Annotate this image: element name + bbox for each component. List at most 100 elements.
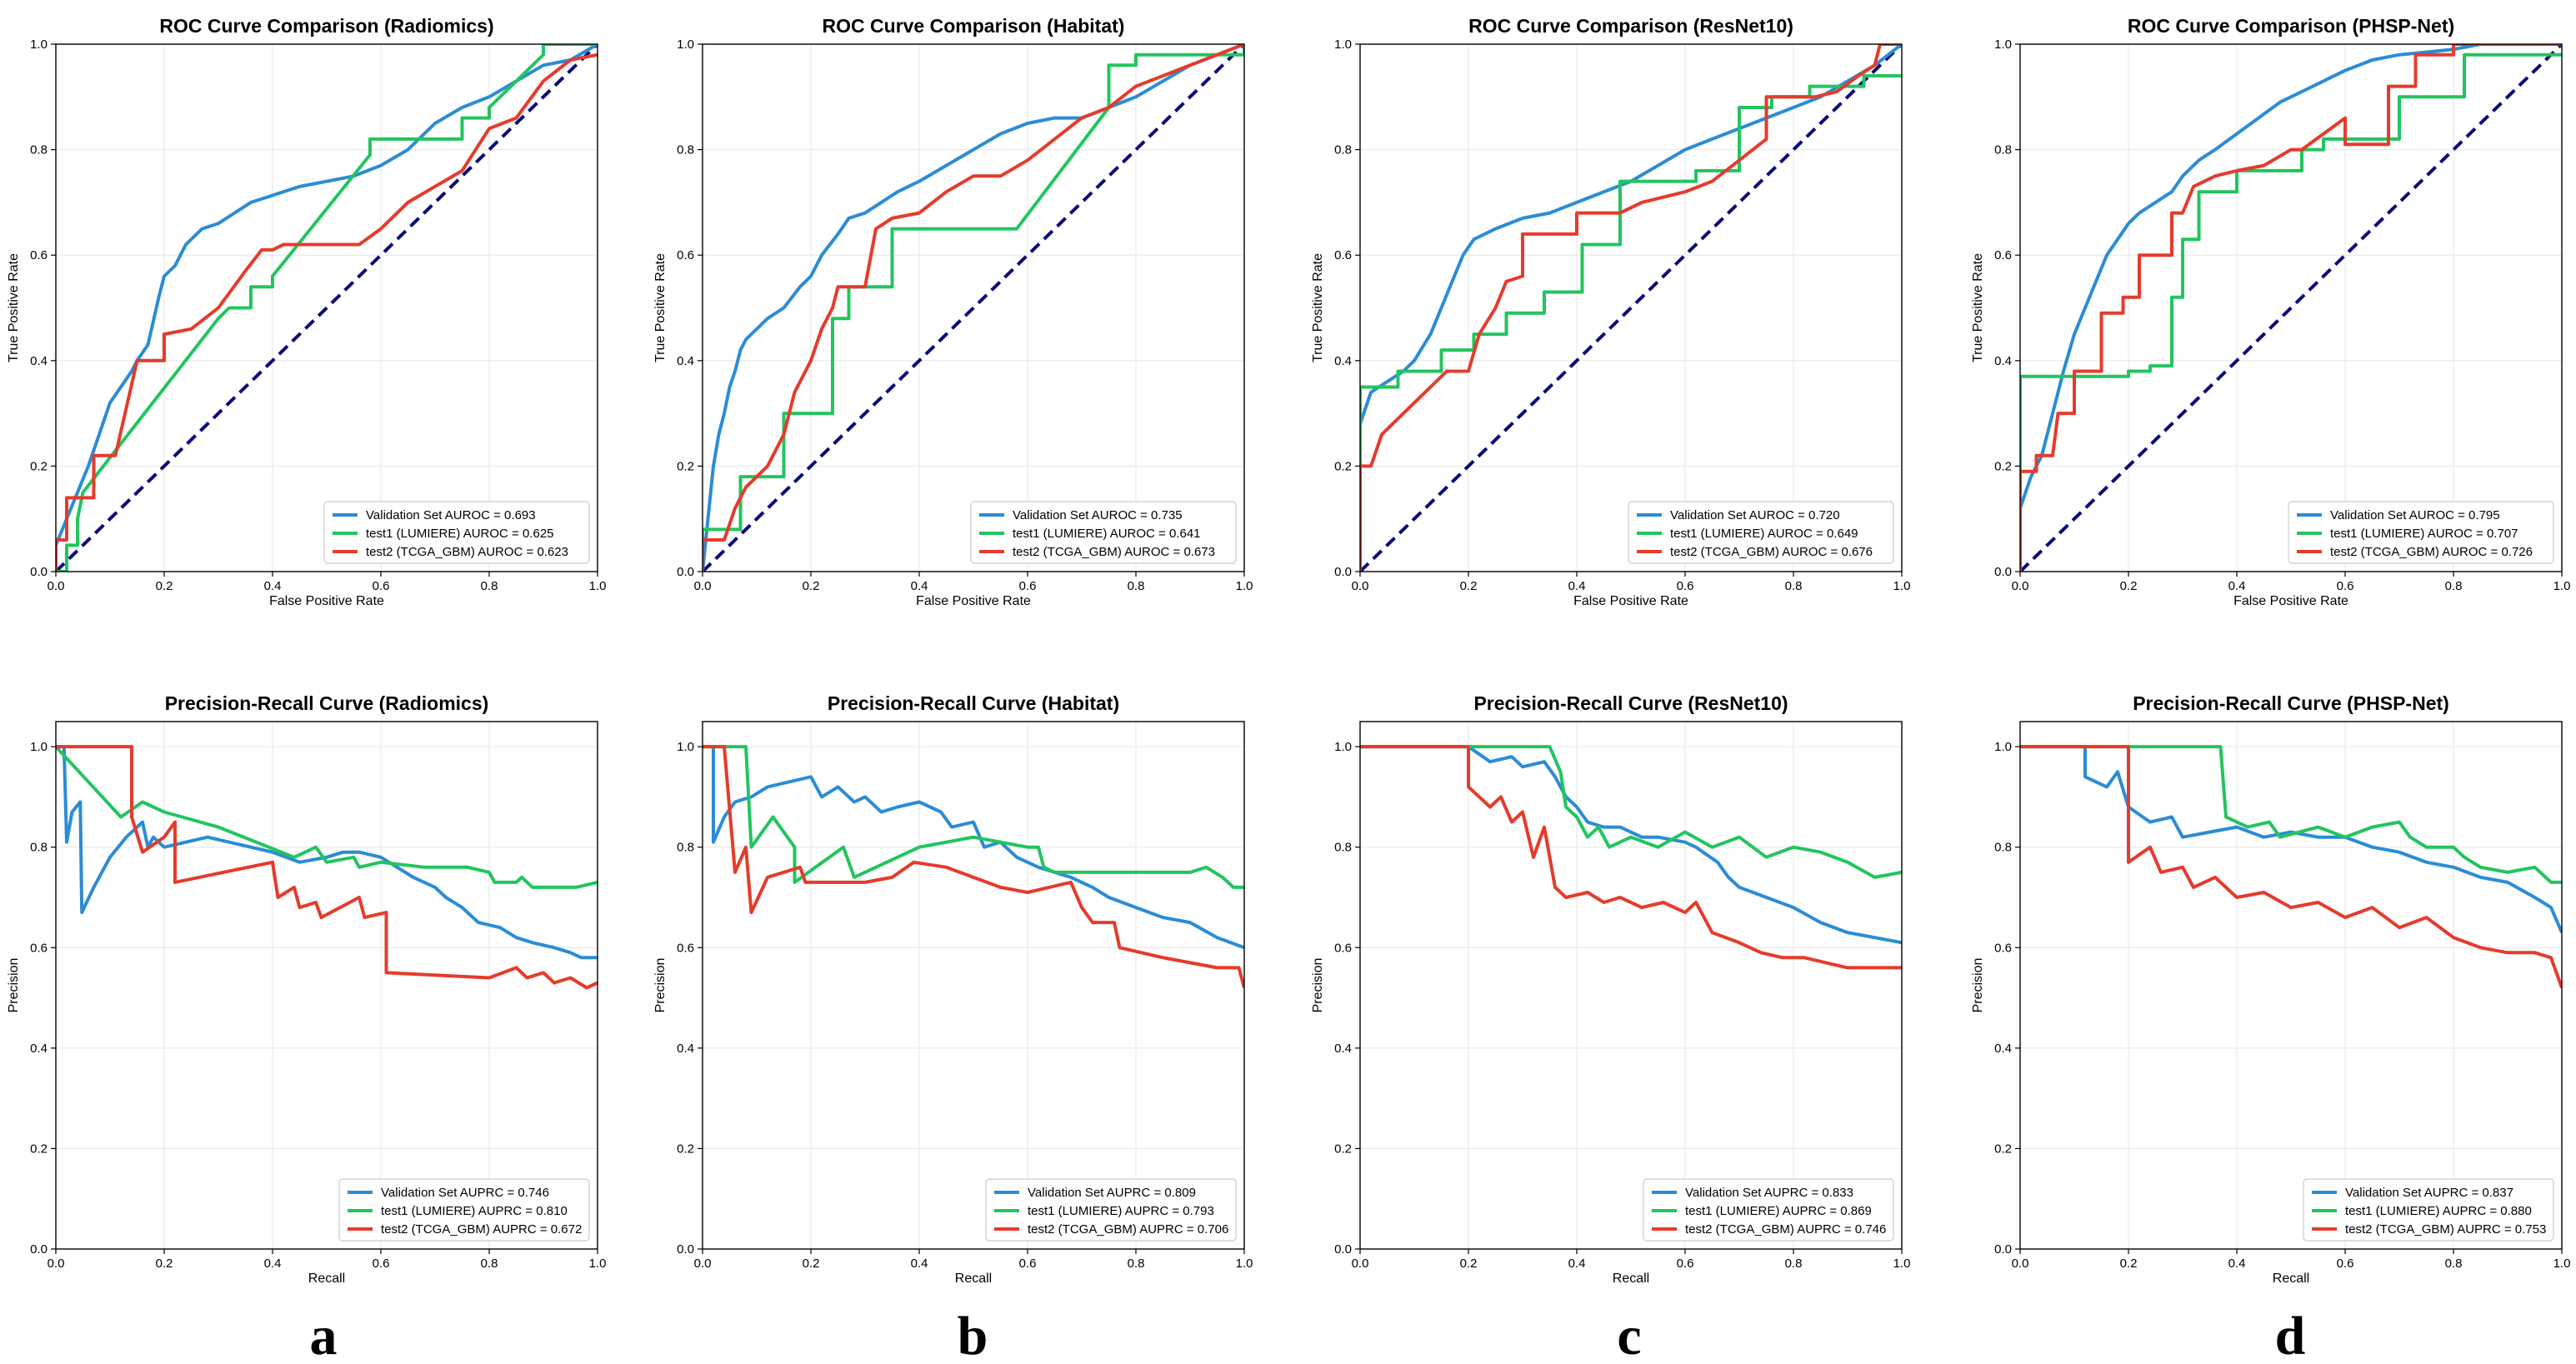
y-tick-label: 0.8	[1334, 143, 1352, 157]
chance-diagonal-line	[703, 44, 1244, 572]
series-line-validation	[56, 745, 598, 960]
legend-box	[1628, 501, 1894, 564]
y-tick-label: 0.6	[30, 248, 48, 262]
y-tick-label: 1.0	[30, 740, 48, 754]
y-tick-label: 0.8	[1334, 841, 1352, 855]
legend-entry-validation: Validation Set AUROC = 0.735	[1013, 508, 1183, 522]
series-line-test2	[2020, 745, 2562, 989]
y-tick-label: 0.4	[677, 1042, 694, 1056]
series-line-test1	[2020, 745, 2562, 884]
legend: Validation Set AUPRC = 0.746 test1 (LUMIE…	[338, 1178, 590, 1242]
legend-entry-test1: test1 (LUMIERE) AUROC = 0.625	[366, 527, 554, 541]
legend-box	[970, 501, 1237, 564]
legend-entry-validation: Validation Set AUPRC = 0.833	[1685, 1186, 1853, 1200]
chart-panel-1: 0.0 0.2 0.4 0.6 0.8 1.0 0.0 0.2 0.4 0.6 0.8 1.0 ROC …	[653, 15, 1253, 608]
series-line-validation	[703, 745, 1244, 950]
x-tick-label: 0.4	[264, 579, 282, 593]
chart-title: ROC Curve Comparison (PHSP-Net)	[2128, 15, 2454, 37]
x-tick-label: 0.2	[1460, 1257, 1478, 1271]
legend-box	[2288, 501, 2554, 564]
legend-box	[338, 1178, 590, 1242]
x-tick-label: 0.4	[2228, 1257, 2246, 1271]
x-tick-label: 0.0	[694, 579, 712, 593]
series-line-test2	[2020, 44, 2562, 572]
y-tick-label: 0.2	[30, 459, 48, 473]
legend-entry-test1: test1 (LUMIERE) AUPRC = 0.810	[381, 1204, 568, 1218]
axes-frame	[1359, 721, 1903, 1250]
legend-entry-test1: test1 (LUMIERE) AUROC = 0.649	[1670, 527, 1858, 541]
y-axis-label: True Positive Rate	[7, 253, 21, 362]
x-tick-label: 1.0	[1236, 1257, 1253, 1271]
x-tick-label: 0.2	[156, 1257, 173, 1271]
legend-entry-validation: Validation Set AUROC = 0.693	[366, 508, 536, 522]
chance-diagonal-line	[1360, 44, 1902, 572]
x-tick-label: 0.0	[1352, 579, 1369, 593]
y-tick-label: 0.6	[1994, 941, 2012, 955]
y-tick-label: 0.8	[677, 143, 694, 157]
series-line-test2	[703, 44, 1244, 572]
series-line-test2	[703, 745, 1244, 989]
legend: Validation Set AUROC = 0.795 test1 (LUMIE…	[2288, 501, 2554, 564]
legend-entry-test1: test1 (LUMIERE) AUPRC = 0.793	[1028, 1204, 1214, 1218]
axes-frame	[702, 721, 1245, 1250]
x-tick-label: 1.0	[589, 579, 607, 593]
x-tick-label: 1.0	[1893, 579, 1911, 593]
y-axis-label: True Positive Rate	[1311, 253, 1325, 362]
axes-frame	[2019, 43, 2563, 572]
axes-frame	[55, 43, 598, 572]
legend-box	[985, 1178, 1237, 1242]
x-tick-label: 0.0	[694, 1257, 712, 1271]
y-tick-label: 1.0	[1994, 37, 2012, 52]
chance-diagonal-line	[56, 44, 598, 572]
x-axis-label: Recall	[308, 1272, 345, 1286]
legend: Validation Set AUROC = 0.735 test1 (LUMIE…	[970, 501, 1237, 564]
series-line-validation	[1360, 44, 1902, 572]
panel-letter-b: b	[958, 1306, 988, 1364]
x-tick-label: 0.6	[1677, 579, 1694, 593]
chart-panel-2: 0.0 0.2 0.4 0.6 0.8 1.0 0.0 0.2 0.4 0.6 0.8 1.0 ROC …	[1311, 15, 1910, 608]
chart-title: Precision-Recall Curve (Radiomics)	[165, 692, 489, 714]
x-tick-label: 0.8	[1785, 579, 1803, 593]
legend-entry-test1: test1 (LUMIERE) AUPRC = 0.869	[1685, 1204, 1872, 1218]
legend-entry-validation: Validation Set AUROC = 0.795	[2330, 508, 2500, 522]
panel-letter-a: a	[310, 1306, 338, 1364]
plot-area	[2020, 722, 2562, 1249]
axes-frame	[1359, 43, 1903, 572]
y-tick-label: 0.4	[1334, 354, 1352, 368]
y-axis-label: Precision	[7, 958, 21, 1013]
x-tick-label: 0.0	[48, 579, 65, 593]
series-line-test1	[56, 745, 598, 889]
y-tick-label: 0.4	[30, 354, 48, 368]
legend-entry-test2: test2 (TCGA_GBM) AUPRC = 0.672	[381, 1222, 582, 1237]
x-tick-label: 0.4	[2228, 579, 2246, 593]
legend: Validation Set AUPRC = 0.809 test1 (LUMIE…	[985, 1178, 1237, 1242]
series-line-validation	[56, 44, 598, 572]
series-line-test1	[1360, 745, 1902, 879]
y-tick-label: 0.2	[1334, 459, 1352, 473]
legend: Validation Set AUROC = 0.720 test1 (LUMIE…	[1628, 501, 1894, 564]
chart-title: ROC Curve Comparison (ResNet10)	[1468, 15, 1793, 37]
plot-area	[1360, 722, 1902, 1249]
legend-box	[2303, 1178, 2554, 1242]
y-tick-label: 0.4	[1994, 354, 2012, 368]
y-tick-label: 0.6	[1334, 248, 1352, 262]
series-line-test2	[56, 745, 598, 990]
chart-panel-0: 0.0 0.2 0.4 0.6 0.8 1.0 0.0 0.2 0.4 0.6 0.8 1.0 ROC …	[7, 15, 606, 608]
x-tick-label: 1.0	[2553, 1257, 2571, 1271]
y-tick-label: 0.2	[677, 1142, 694, 1156]
y-tick-label: 0.6	[1334, 941, 1352, 955]
y-tick-label: 1.0	[677, 740, 694, 754]
y-tick-label: 0.6	[30, 941, 48, 955]
series-line-validation	[1360, 745, 1902, 945]
y-tick-label: 0.6	[1994, 248, 2012, 262]
y-tick-label: 1.0	[1334, 37, 1352, 52]
legend-entry-test2: test2 (TCGA_GBM) AUROC = 0.676	[1670, 545, 1873, 559]
y-axis-label: Precision	[653, 958, 668, 1013]
x-tick-label: 0.6	[1019, 1257, 1037, 1271]
y-tick-label: 0.2	[1334, 1142, 1352, 1156]
y-tick-label: 0.2	[677, 459, 694, 473]
x-tick-label: 0.8	[1128, 579, 1145, 593]
legend-entry-test2: test2 (TCGA_GBM) AUPRC = 0.706	[1028, 1222, 1228, 1237]
y-tick-label: 0.0	[1994, 565, 2012, 579]
